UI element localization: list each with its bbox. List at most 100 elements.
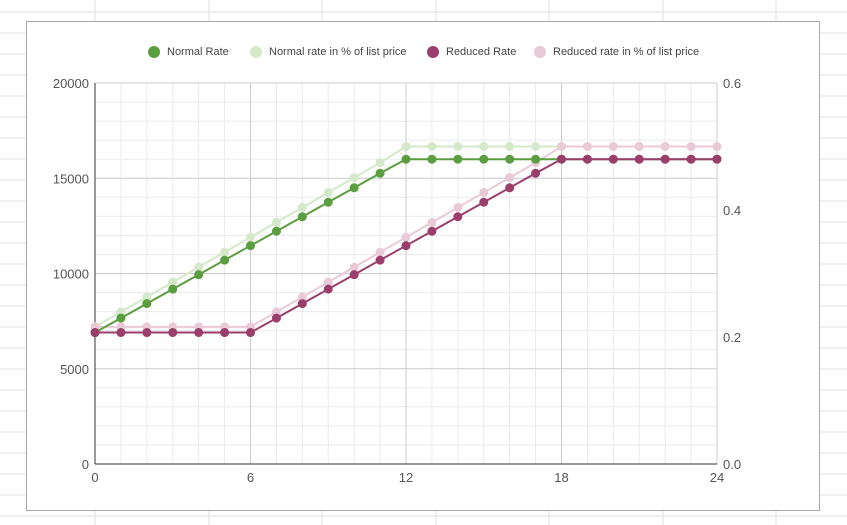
data-point [712, 154, 722, 164]
legend-swatch [148, 46, 160, 58]
x-tick-label: 12 [399, 470, 413, 485]
data-point [142, 292, 152, 302]
data-point [401, 142, 411, 151]
data-point [531, 168, 541, 178]
data-point [686, 154, 696, 164]
data-point [427, 217, 437, 227]
data-point [220, 255, 230, 265]
y-left-tick-label: 20000 [53, 76, 89, 91]
data-point [349, 173, 359, 183]
data-point [505, 142, 515, 151]
data-point [90, 328, 100, 338]
data-point [401, 232, 411, 242]
y-right-tick-label: 0.2 [723, 330, 741, 345]
data-point [142, 299, 152, 309]
data-point [531, 154, 541, 164]
y-left-tick-label: 15000 [53, 171, 89, 186]
data-point [194, 270, 204, 280]
data-point [608, 154, 618, 164]
legend-item: Normal Rate [148, 46, 229, 58]
legend: Normal Rate Normal rate in % of list pric… [148, 46, 699, 58]
data-point [375, 247, 385, 257]
y-right-tick-label: 0.0 [723, 457, 741, 472]
legend-label: Reduced Rate [446, 46, 516, 58]
data-point [531, 142, 541, 151]
data-point [168, 284, 178, 294]
data-point [297, 299, 307, 309]
data-point [401, 154, 411, 164]
data-point [453, 202, 463, 212]
data-point [271, 313, 281, 323]
y-left-tick-label: 5000 [60, 362, 89, 377]
data-point [323, 277, 333, 287]
data-point [427, 142, 437, 151]
data-point [220, 247, 230, 257]
y-right-tick-label: 0.6 [723, 76, 741, 91]
data-point [427, 226, 437, 236]
data-point [349, 183, 359, 193]
legend-item: Reduced Rate [427, 46, 516, 58]
y-left-tick-label: 10000 [53, 267, 89, 282]
data-point [375, 255, 385, 265]
data-point [660, 142, 670, 151]
legend-item: Normal rate in % of list price [250, 46, 407, 58]
y-left-tick-label: 0 [82, 457, 89, 472]
legend-swatch [534, 46, 546, 58]
data-point [582, 154, 592, 164]
data-point [168, 328, 178, 338]
legend-swatch [250, 46, 262, 58]
data-point [116, 328, 126, 338]
data-point [557, 142, 566, 151]
data-point [401, 241, 411, 251]
data-point [505, 173, 515, 183]
data-point [349, 262, 359, 272]
series-reduced-rate [90, 154, 722, 338]
x-tick-label: 18 [554, 470, 568, 485]
data-point [582, 142, 592, 151]
data-point [323, 197, 333, 207]
legend-label: Normal Rate [167, 46, 229, 58]
data-point [168, 277, 178, 287]
x-tick-label: 24 [710, 470, 724, 485]
data-point [116, 307, 126, 317]
legend-swatch [427, 46, 439, 58]
data-point [246, 241, 255, 251]
data-point [479, 154, 489, 164]
legend-label: Normal rate in % of list price [269, 46, 407, 58]
data-point [608, 142, 618, 151]
data-point [375, 168, 385, 178]
data-point [453, 142, 463, 151]
data-point [453, 212, 463, 222]
data-point [660, 154, 670, 164]
data-point [194, 328, 204, 338]
data-point [686, 142, 696, 151]
legend-label: Reduced rate in % of list price [553, 46, 699, 58]
data-point [323, 188, 333, 198]
data-point [142, 328, 152, 338]
chart-container[interactable] [26, 21, 820, 511]
data-point [116, 313, 126, 323]
data-point [505, 154, 515, 164]
series-reduced-rate-in-of-list-price [90, 142, 722, 332]
data-point [479, 188, 489, 198]
x-tick-label: 0 [91, 470, 98, 485]
data-point [712, 142, 722, 151]
data-point [271, 307, 281, 317]
data-point [271, 226, 281, 236]
data-point [427, 154, 437, 164]
data-point [194, 262, 204, 272]
y-right-tick-label: 0.4 [723, 203, 741, 218]
data-point [375, 158, 385, 168]
data-point [297, 212, 307, 222]
data-point [349, 270, 359, 280]
data-point [634, 154, 644, 164]
data-point [297, 202, 307, 212]
data-point [220, 328, 230, 338]
data-point [271, 217, 281, 227]
data-point [479, 197, 489, 207]
x-tick-label: 6 [247, 470, 254, 485]
data-point [634, 142, 644, 151]
data-point [505, 183, 515, 193]
data-point [557, 154, 566, 164]
